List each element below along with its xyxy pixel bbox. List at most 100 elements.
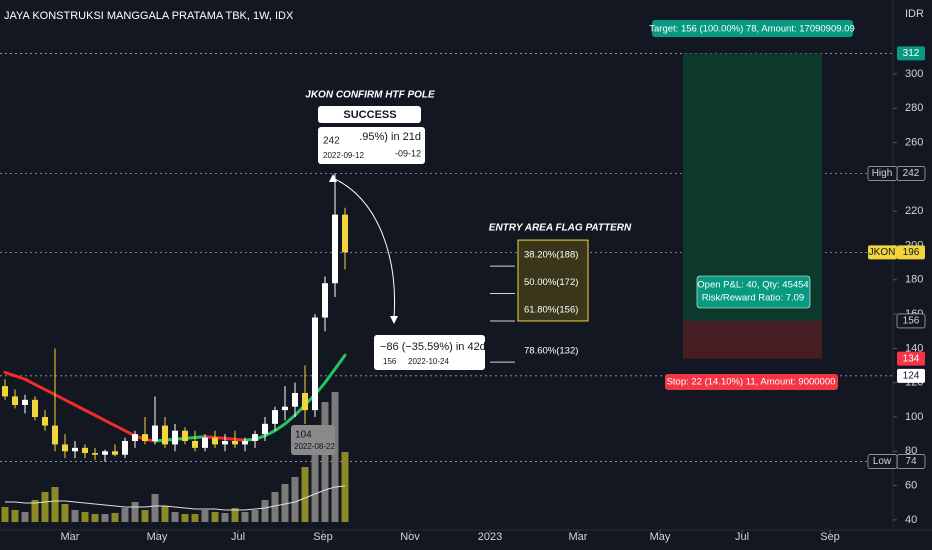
candle-body <box>232 440 238 445</box>
candle-body <box>272 410 278 424</box>
price-tag-name-label: JKON <box>869 247 896 258</box>
candle-body <box>202 437 208 448</box>
volume-bar <box>321 402 329 522</box>
moving-average <box>3 370 17 378</box>
candle-body <box>62 444 68 452</box>
volume-bar <box>291 477 299 522</box>
annotation: JKON CONFIRM HTF POLE <box>305 90 435 101</box>
volume-bar <box>121 508 129 522</box>
moving-average <box>83 408 97 417</box>
volume-bar <box>141 510 149 522</box>
volume-bar <box>221 513 229 522</box>
y-tick-label: 140 <box>905 342 923 354</box>
pnl-label: Open P&L: 40, Qty: 45454 <box>697 280 808 291</box>
candle-body <box>172 430 178 445</box>
y-tick-label: 180 <box>905 274 923 286</box>
moving-average <box>233 437 247 442</box>
candle-body <box>92 452 98 455</box>
y-tick-label: 280 <box>905 102 923 114</box>
tooltip <box>291 425 335 455</box>
moving-average <box>323 367 337 385</box>
candle-body <box>302 392 308 411</box>
candle-body <box>22 399 28 405</box>
volume-bar <box>111 513 119 522</box>
moving-average <box>283 413 297 426</box>
x-tick-label: 2023 <box>478 531 502 543</box>
price-tag <box>897 368 925 383</box>
volume-bar <box>261 500 269 522</box>
volume-bar <box>241 512 249 522</box>
volume-bar <box>231 508 239 522</box>
price-tag-label: 134 <box>903 353 920 364</box>
price-tag-label: 196 <box>903 247 920 258</box>
candle-body <box>242 440 248 445</box>
candle-body <box>332 214 338 284</box>
candle-body <box>312 317 318 411</box>
volume-bar <box>301 467 309 522</box>
volume-bar <box>61 504 69 522</box>
candle-body <box>42 416 48 426</box>
candle-body <box>12 396 18 405</box>
label-box <box>696 275 811 309</box>
moving-average <box>43 388 57 397</box>
annotation: 104 <box>295 430 312 441</box>
price-tag <box>896 313 926 329</box>
candle-body <box>292 392 298 407</box>
y-tick-label: 60 <box>905 479 917 491</box>
volume-bar <box>31 500 39 522</box>
volume-bar <box>71 510 79 522</box>
y-tick-label: 100 <box>905 411 923 423</box>
annotation: SUCCESS <box>343 109 396 121</box>
price-tag-label: 242 <box>903 168 920 179</box>
moving-average <box>13 374 27 381</box>
moving-average <box>333 353 347 371</box>
stop-zone <box>683 320 822 359</box>
y-tick-label: 300 <box>905 68 923 80</box>
annotation: 2022-08-22 <box>294 442 335 451</box>
volume-bar <box>251 510 259 522</box>
x-tick-label: Jul <box>735 531 749 543</box>
x-tick-label: Sep <box>313 531 333 543</box>
candle-body <box>222 440 228 445</box>
candle-body <box>52 425 58 445</box>
volume-bar <box>271 492 279 522</box>
x-tick-label: Mar <box>569 531 588 543</box>
plot: 406080100120140160180200220240260280300M… <box>0 20 923 543</box>
annotation: ENTRY AREA FLAG PATTERN <box>489 223 632 234</box>
moving-average <box>103 418 117 428</box>
candle-body <box>322 283 328 318</box>
currency: IDR <box>905 8 924 20</box>
volume-bar <box>191 514 199 522</box>
volume-ma <box>5 485 346 511</box>
tooltip <box>318 127 425 164</box>
candle-body <box>82 447 88 453</box>
price-tag-label: 74 <box>905 456 917 467</box>
x-tick-label: Sep <box>820 531 840 543</box>
candle-body <box>112 451 118 455</box>
volume-bar <box>91 514 99 522</box>
moving-average <box>93 413 107 422</box>
volume-bar <box>101 514 109 522</box>
candle-body <box>102 451 108 455</box>
annotation: 2022-10-24 <box>408 357 449 366</box>
x-tick-label: Nov <box>400 531 420 543</box>
price-tag-label: 156 <box>903 316 920 327</box>
candle-body <box>342 214 348 253</box>
label-box <box>318 106 421 123</box>
moving-average <box>23 377 37 386</box>
candle-body <box>252 434 258 441</box>
candle-body <box>212 437 218 445</box>
y-tick-label: 40 <box>905 514 917 526</box>
annotation: 156 <box>383 357 397 366</box>
price-tag-name-label: Low <box>873 456 892 467</box>
volume-bar <box>311 427 319 522</box>
moving-average <box>73 403 87 412</box>
annotation: −86 (−35.59%) in 42d <box>380 341 486 353</box>
volume-bar <box>211 512 219 522</box>
price-tag-name <box>868 245 897 260</box>
stop-label: Stop: 22 (14.10%) 11, Amount: 9000000 <box>667 377 836 388</box>
volume-bar <box>341 452 349 522</box>
moving-average <box>273 422 287 433</box>
measure-arrow <box>332 177 396 319</box>
